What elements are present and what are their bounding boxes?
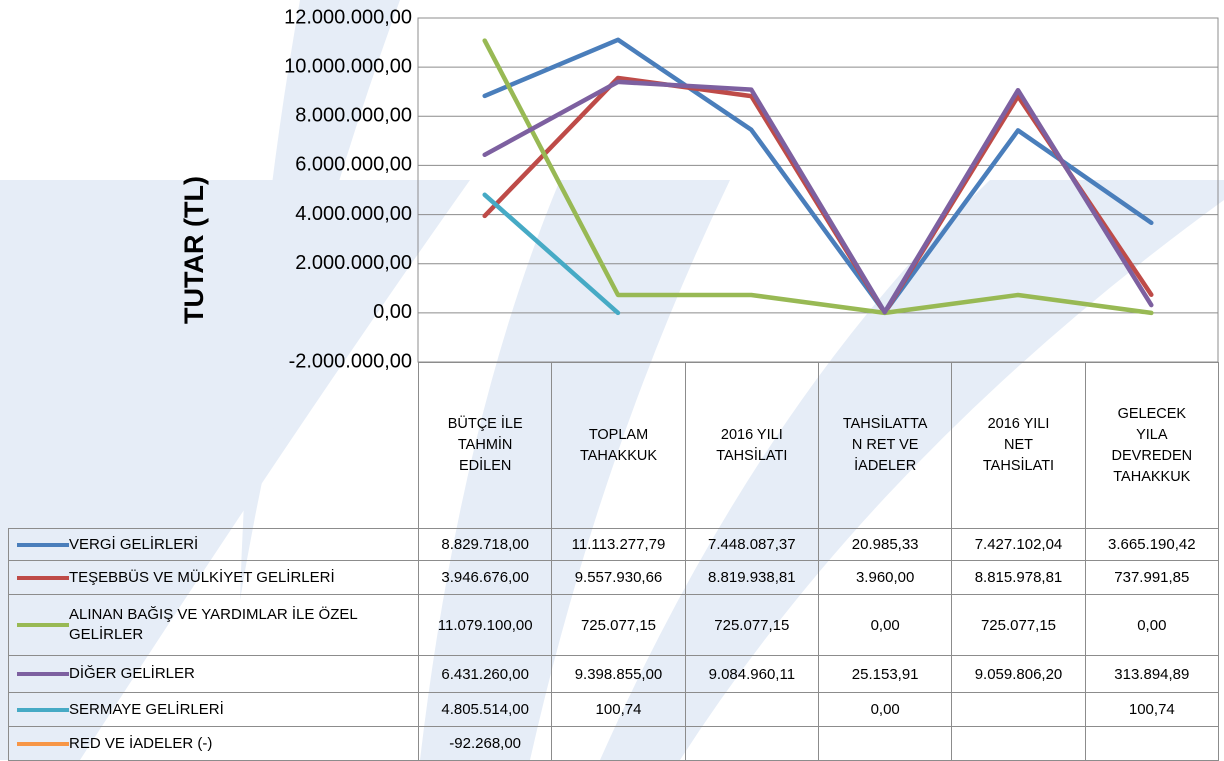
table-value bbox=[684, 726, 819, 761]
y-tick-label: 2.000.000,00 bbox=[295, 252, 412, 274]
table-value bbox=[551, 726, 686, 761]
table-value: 11.113.277,79 bbox=[551, 528, 686, 561]
legend-key bbox=[17, 707, 69, 712]
legend-key bbox=[17, 623, 69, 627]
table-value: 725.077,15 bbox=[551, 594, 686, 656]
table-value: 20.985,33 bbox=[818, 528, 953, 561]
table-value: 9.084.960,11 bbox=[684, 655, 819, 693]
y-tick-label: 8.000.000,00 bbox=[295, 105, 412, 127]
y-tick-label: 6.000.000,00 bbox=[295, 154, 412, 176]
table-value: 9.398.855,00 bbox=[551, 655, 686, 693]
table-value: 0,00 bbox=[818, 594, 953, 656]
table-value: 737.991,85 bbox=[1084, 560, 1219, 595]
table-value: 100,74 bbox=[551, 692, 686, 727]
legend-entry: DİĞER GELİRLER bbox=[8, 655, 419, 693]
y-tick-label: 4.000.000,00 bbox=[295, 203, 412, 225]
legend-entry: VERGİ GELİRLERİ bbox=[8, 528, 419, 561]
table-value bbox=[1084, 726, 1219, 761]
table-value: 8.819.938,81 bbox=[684, 560, 819, 595]
swoosh bbox=[600, 180, 1224, 760]
table-value bbox=[951, 726, 1086, 761]
legend-key bbox=[17, 575, 69, 580]
y-tick-label: -2.000.000,00 bbox=[289, 350, 412, 372]
legend-entry: RED VE İADELER (-) bbox=[8, 726, 419, 761]
category-header: BÜTÇE İLE TAHMİN EDİLEN bbox=[418, 362, 553, 529]
category-header: TAHSİLATTAN RET VE İADELER bbox=[818, 362, 953, 529]
series-line bbox=[482, 79, 1154, 315]
category-header: GELECEK YILA DEVREDEN TAHAKKUK bbox=[1084, 362, 1219, 529]
table-value: 25.153,91 bbox=[818, 655, 953, 693]
y-tick-label: 12.000.000,00 bbox=[284, 6, 412, 28]
category-header: TOPLAM TAHAKKUK bbox=[551, 362, 686, 529]
swoosh bbox=[420, 180, 730, 760]
legend-key bbox=[17, 741, 69, 746]
table-value: 8.815.978,81 bbox=[951, 560, 1086, 595]
table-value bbox=[951, 692, 1086, 727]
table-value: -92.268,00 bbox=[418, 726, 553, 761]
table-value: 9.557.930,66 bbox=[551, 560, 686, 595]
swoosh bbox=[0, 180, 470, 760]
series-line bbox=[482, 38, 1154, 316]
table-value: 3.665.190,42 bbox=[1084, 528, 1219, 561]
swoosh bbox=[240, 0, 400, 600]
legend-key bbox=[17, 672, 69, 676]
table-value: 3.946.676,00 bbox=[418, 560, 553, 595]
y-axis-title: TUTAR (TL) bbox=[179, 176, 209, 324]
category-header: 2016 YILI NET TAHSİLATI bbox=[951, 362, 1086, 529]
legend-key bbox=[17, 542, 69, 547]
y-tick-label: 10.000.000,00 bbox=[284, 55, 412, 77]
table-value: 100,74 bbox=[1084, 692, 1219, 727]
legend-entry: ALINAN BAĞIŞ VE YARDIMLAR İLE ÖZEL GELİR… bbox=[8, 594, 419, 656]
series-line bbox=[482, 37, 1154, 315]
legend-entry: SERMAYE GELİRLERİ bbox=[8, 692, 419, 727]
table-value: 725.077,15 bbox=[951, 594, 1086, 656]
table-value bbox=[818, 726, 953, 761]
y-tick-label: 0,00 bbox=[373, 301, 412, 323]
table-value: 9.059.806,20 bbox=[951, 655, 1086, 693]
table-value: 0,00 bbox=[818, 692, 953, 727]
table-value: 11.079.100,00 bbox=[418, 594, 553, 656]
table-value bbox=[684, 692, 819, 727]
legend-entry: TEŞEBBÜS VE MÜLKİYET GELİRLERİ bbox=[8, 560, 419, 595]
category-header: 2016 YILI TAHSİLATI bbox=[684, 362, 819, 529]
table-value: 7.448.087,37 bbox=[684, 528, 819, 561]
table-value: 4.805.514,00 bbox=[418, 692, 553, 727]
table-value: 8.829.718,00 bbox=[418, 528, 553, 561]
table-value: 313.894,89 bbox=[1084, 655, 1219, 693]
table-value: 7.427.102,04 bbox=[951, 528, 1086, 561]
table-value: 725.077,15 bbox=[684, 594, 819, 656]
table-value: 3.960,00 bbox=[818, 560, 953, 595]
table-value: 6.431.260,00 bbox=[418, 655, 553, 693]
table-value: 0,00 bbox=[1084, 594, 1219, 656]
